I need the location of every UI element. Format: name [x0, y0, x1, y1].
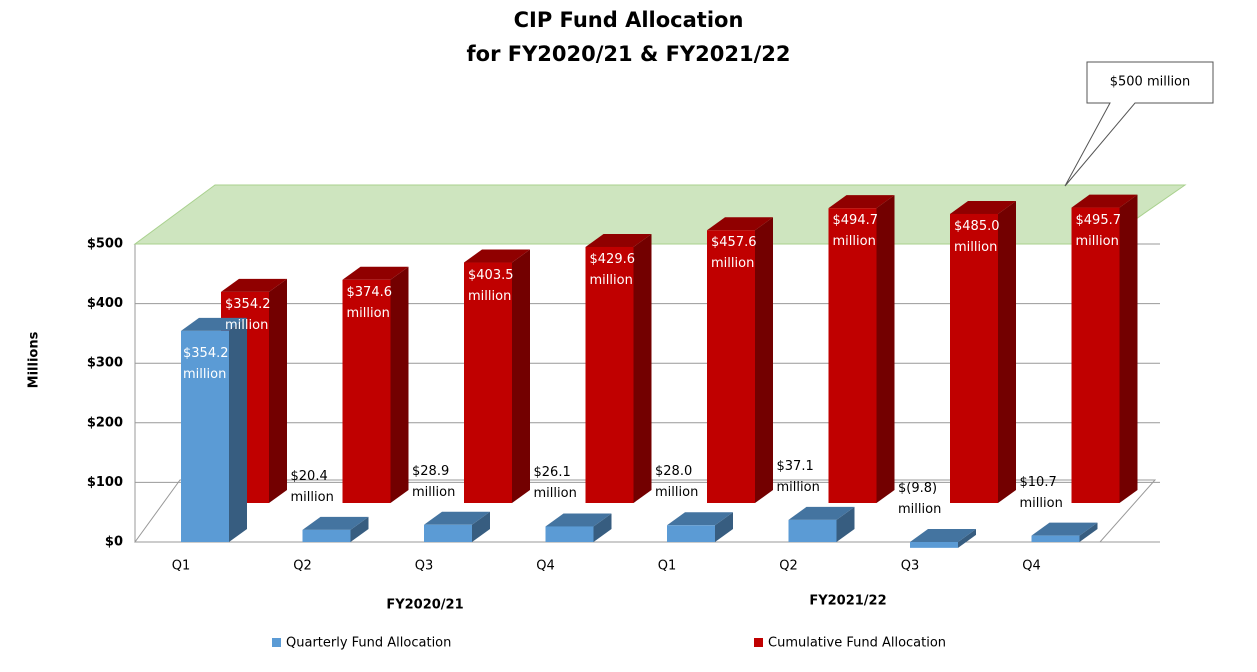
- bar: [181, 330, 229, 542]
- bar-top: [707, 217, 773, 231]
- bar-side: [390, 266, 409, 503]
- chart-title: CIP Fund Allocation: [513, 8, 744, 32]
- value-label: $20.4 million: [290, 468, 334, 505]
- x-tick-label: Q2: [779, 559, 798, 574]
- bar-side: [229, 317, 247, 542]
- bar-side: [836, 506, 855, 542]
- bar-top: [221, 278, 287, 292]
- legend-swatch: [272, 638, 281, 647]
- bar-side: [1119, 194, 1138, 503]
- bar-side: [958, 529, 976, 548]
- bar-top: [828, 195, 895, 209]
- value-label: $354.2 million: [225, 296, 271, 333]
- y-axis-label: Millions: [27, 331, 42, 388]
- y-tick-label: $200: [87, 415, 123, 430]
- bar-side: [472, 511, 490, 542]
- group-label: FY2020/21: [386, 598, 463, 613]
- x-tick-label: Q1: [172, 559, 191, 574]
- bar-top: [464, 249, 530, 263]
- bar: [950, 213, 998, 503]
- y-tick-label: $500: [87, 237, 123, 252]
- annotation: $500 million: [1110, 75, 1191, 90]
- bar-top: [667, 512, 733, 526]
- bar-top: [585, 233, 652, 247]
- bar: [828, 208, 877, 503]
- y-tick-label: $100: [87, 475, 123, 490]
- bar: [667, 525, 715, 542]
- value-label: $403.5 million: [468, 267, 514, 304]
- value-label: $28.0 million: [655, 464, 699, 501]
- x-tick-label: Q4: [536, 559, 555, 574]
- bar: [707, 230, 755, 504]
- group-label: FY2021/22: [809, 594, 886, 609]
- value-label: $(9.8) million: [898, 481, 942, 517]
- bar: [788, 519, 837, 542]
- x-tick-label: Q4: [1022, 559, 1041, 574]
- value-label: $37.1 million: [776, 458, 820, 495]
- value-label: $26.1 million: [533, 465, 577, 502]
- bar: [1031, 535, 1080, 542]
- value-label: $494.7 million: [832, 213, 879, 250]
- y-tick-label: $400: [87, 296, 123, 311]
- value-label: $10.7 million: [1019, 474, 1063, 511]
- value-label: $429.6 million: [589, 251, 636, 288]
- x-tick-label: Q3: [901, 559, 920, 574]
- x-tick-label: Q2: [293, 559, 312, 574]
- bar-side: [876, 195, 895, 503]
- bar: [585, 246, 634, 503]
- bar-top: [1071, 194, 1138, 208]
- value-label: $374.6 million: [346, 284, 393, 321]
- chart-subtitle: for FY2020/21 & FY2021/22: [466, 42, 791, 66]
- bar-side: [715, 512, 733, 542]
- callout-box: [1064, 61, 1214, 187]
- bar-side: [1079, 522, 1098, 542]
- x-tick-label: Q3: [415, 559, 434, 574]
- bar: [545, 526, 594, 542]
- bar-top: [1031, 522, 1098, 536]
- bar-side: [269, 278, 287, 503]
- value-label: $354.2 million: [183, 345, 229, 382]
- bar-top: [181, 317, 247, 331]
- bar: [424, 524, 472, 542]
- bar: [342, 279, 391, 503]
- value-label: $495.7 million: [1075, 212, 1122, 249]
- bar-top: [910, 529, 976, 542]
- bar-side: [998, 200, 1016, 503]
- bar-side: [512, 249, 530, 503]
- bar-top: [342, 266, 409, 280]
- bar: [464, 262, 512, 503]
- limit-plane: [133, 184, 1187, 245]
- bar-top: [302, 516, 369, 530]
- x-tick-label: Q1: [658, 559, 677, 574]
- value-label: $485.0 million: [954, 218, 1000, 255]
- value-label: $457.6 million: [711, 235, 757, 272]
- legend-label: Cumulative Fund Allocation: [768, 636, 946, 651]
- value-label: $28.9 million: [412, 463, 456, 500]
- legend-swatch: [754, 638, 763, 647]
- bar-side: [350, 516, 369, 542]
- bar: [302, 529, 351, 542]
- legend-label: Quarterly Fund Allocation: [286, 636, 451, 651]
- bar-top: [545, 513, 612, 527]
- y-tick-label: $0: [105, 535, 123, 550]
- y-tick-label: $300: [87, 356, 123, 371]
- bar-side: [593, 513, 612, 542]
- bar-top: [788, 506, 855, 520]
- bar: [1071, 207, 1120, 503]
- bar-side: [633, 233, 652, 503]
- bar: [910, 542, 958, 548]
- bar-top: [424, 511, 490, 525]
- bar-side: [755, 217, 773, 504]
- bar-top: [950, 200, 1016, 214]
